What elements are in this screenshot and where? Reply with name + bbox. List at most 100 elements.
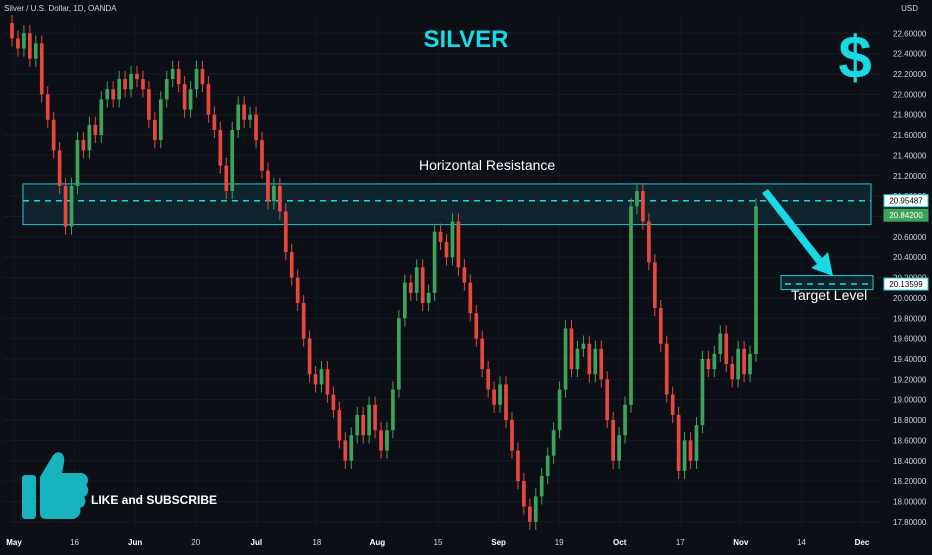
candle-up [498,384,502,405]
candle-down [141,79,145,90]
price-tick-label: 19.40000 [893,355,927,364]
candle-up [712,353,717,370]
candle-down [516,450,520,482]
candle-down [486,369,491,390]
candle-down [492,389,496,405]
candle-down [605,379,610,421]
candle-up [236,104,241,130]
price-tick-label: 21.60000 [893,131,927,140]
candle-up [69,185,74,227]
candle-down [307,338,312,375]
price-tick-label: 22.40000 [893,50,927,59]
candle-down [688,440,693,461]
candle-up [432,231,437,293]
candle-down [587,343,592,375]
candle-down [420,267,425,303]
price-tick-label: 20.40000 [893,253,927,262]
candle-down [444,241,449,258]
candle-up [426,292,431,303]
time-tick-label: Sep [491,538,506,547]
time-tick-label: Aug [370,538,386,547]
price-tick-label: 20.60000 [893,233,927,242]
candle-up [539,476,544,497]
price-tick-label: 18.00000 [893,497,927,506]
zones-layer [22,183,874,291]
price-tick-label: 19.60000 [893,335,927,344]
candle-down [522,481,526,507]
candle-down [111,89,116,100]
candle-down [135,73,139,80]
candle-down [39,43,44,95]
candle-up [272,185,276,202]
candle-up [682,440,687,471]
candle-down [93,124,98,136]
candle-up [575,348,580,370]
candle-down [652,262,657,309]
candle-down [63,185,68,227]
candle-up [117,79,121,100]
candle-up [617,435,621,461]
candle-down [260,140,264,171]
price-tick-label: 19.80000 [893,314,927,323]
candle-down [569,328,574,370]
candle-down [724,333,729,365]
candle-down [456,221,461,268]
candle-up [75,140,80,186]
candle-down [147,89,151,120]
candles-layer [10,14,758,530]
candle-down [200,68,205,85]
candle-down [742,348,746,375]
dollar-sign-icon: $ [838,24,871,91]
candle-up [593,348,598,375]
symbol-line: Silver / U.S. Dollar, 1D, OANDA [4,4,117,13]
price-tick-label: 21.80000 [893,111,927,120]
candle-down [510,420,514,451]
candle-up [402,282,407,319]
thumbs-up-icon [22,452,89,519]
price-tick-label: 18.20000 [893,477,927,486]
candle-down [438,231,443,242]
price-badge-label: 20.95487 [889,197,923,206]
candle-up [581,343,586,349]
price-tick-label: 22.60000 [893,29,927,38]
candle-down [283,211,288,253]
time-tick-label: Oct [613,538,627,547]
candle-up [230,129,235,192]
price-badge [883,277,929,291]
price-badges: 20.95487 20.84200 20.13599 [883,194,929,291]
time-tick-label: 20 [191,538,200,547]
candle-down [599,348,604,380]
candle-up [533,496,538,522]
svg-text:$: $ [838,24,871,91]
candle-down [16,38,20,49]
candle-down [153,119,157,141]
candle-down [295,277,300,303]
candle-up [623,404,627,436]
candle-up [629,206,633,405]
price-tick-label: 17.80000 [893,518,927,527]
candle-down [474,313,479,339]
candle-up [105,89,110,100]
like-subscribe-text: LIKE and SUBSCRIBE [91,493,218,507]
candle-up [694,425,699,461]
candle-up [33,43,38,59]
currency-label: USD [901,4,918,13]
price-badge [883,208,929,222]
candle-up [551,430,556,456]
candle-up [367,404,371,436]
candle-down [658,308,663,344]
candle-down [504,384,508,421]
candle-down [647,221,651,263]
resistance-label: Horizontal Resistance [419,157,556,173]
candle-down [676,414,681,471]
candle-up [319,369,324,385]
candle-down [224,165,229,192]
candle-down [277,185,282,212]
candle-up [99,99,104,136]
candle-down [462,267,467,283]
price-badge [883,194,929,208]
candle-down [51,119,56,151]
candle-up [414,267,419,293]
price-badge-label: 20.13599 [889,280,923,289]
